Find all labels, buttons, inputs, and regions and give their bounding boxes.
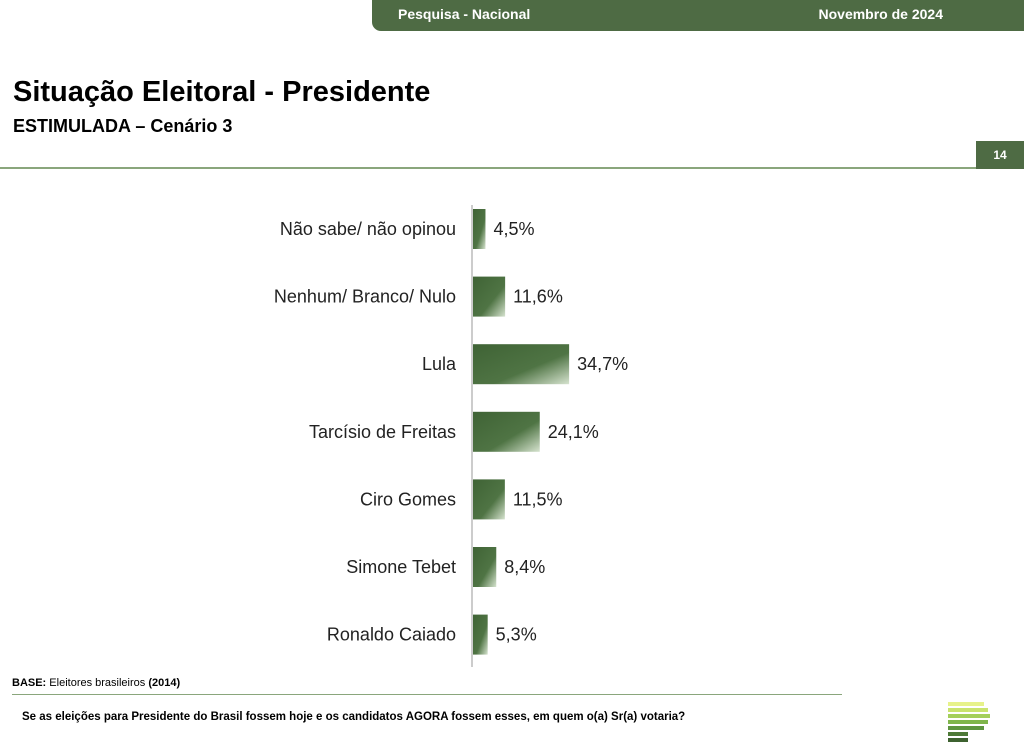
bar (473, 614, 488, 655)
bar (473, 479, 505, 520)
bar-chart: Não sabe/ não opinou 4,5% Nenhum/ Branco/ … (274, 205, 628, 667)
survey-label: Pesquisa - Nacional (398, 6, 531, 22)
category-label: Ciro Gomes (360, 489, 456, 509)
category-label: Ronaldo Caiado (327, 625, 456, 645)
title-divider (0, 167, 976, 169)
category-label: Tarcísio de Freitas (309, 422, 456, 442)
survey-question: Se as eleições para Presidente do Brasil… (22, 711, 686, 723)
bar (473, 209, 486, 249)
date-label: Novembro de 2024 (818, 6, 944, 22)
page-number: 14 (976, 141, 1024, 169)
base-label: BASE: (12, 677, 47, 689)
value-label: 8,4% (504, 557, 545, 577)
bar (473, 344, 570, 385)
category-label: Não sabe/ não opinou (280, 219, 456, 239)
base-count: (2014) (148, 677, 181, 689)
page-title: Situação Eleitoral - Presidente (13, 76, 431, 108)
value-label: 24,1% (548, 422, 599, 442)
logo-icon (948, 702, 990, 742)
footer-divider (12, 694, 842, 695)
base-note: BASE: Eleitores brasileiros (2014) (12, 677, 180, 689)
category-label: Simone Tebet (346, 557, 456, 577)
category-label: Lula (422, 354, 457, 374)
base-text: Eleitores brasileiros (49, 677, 146, 689)
category-label: Nenhum/ Branco/ Nulo (274, 287, 456, 307)
bar (473, 276, 506, 317)
value-label: 11,6% (513, 287, 563, 307)
bar (473, 411, 540, 452)
page-subtitle: ESTIMULADA – Cenário 3 (13, 116, 233, 136)
bar (473, 547, 497, 587)
value-label: 4,5% (493, 219, 534, 239)
value-label: 34,7% (577, 354, 628, 374)
bars-layer: Não sabe/ não opinou 4,5% Nenhum/ Branco/ … (274, 209, 628, 655)
header-bar: Pesquisa - Nacional Novembro de 2024 (372, 0, 1024, 31)
value-label: 11,5% (513, 489, 563, 509)
value-label: 5,3% (496, 625, 537, 645)
